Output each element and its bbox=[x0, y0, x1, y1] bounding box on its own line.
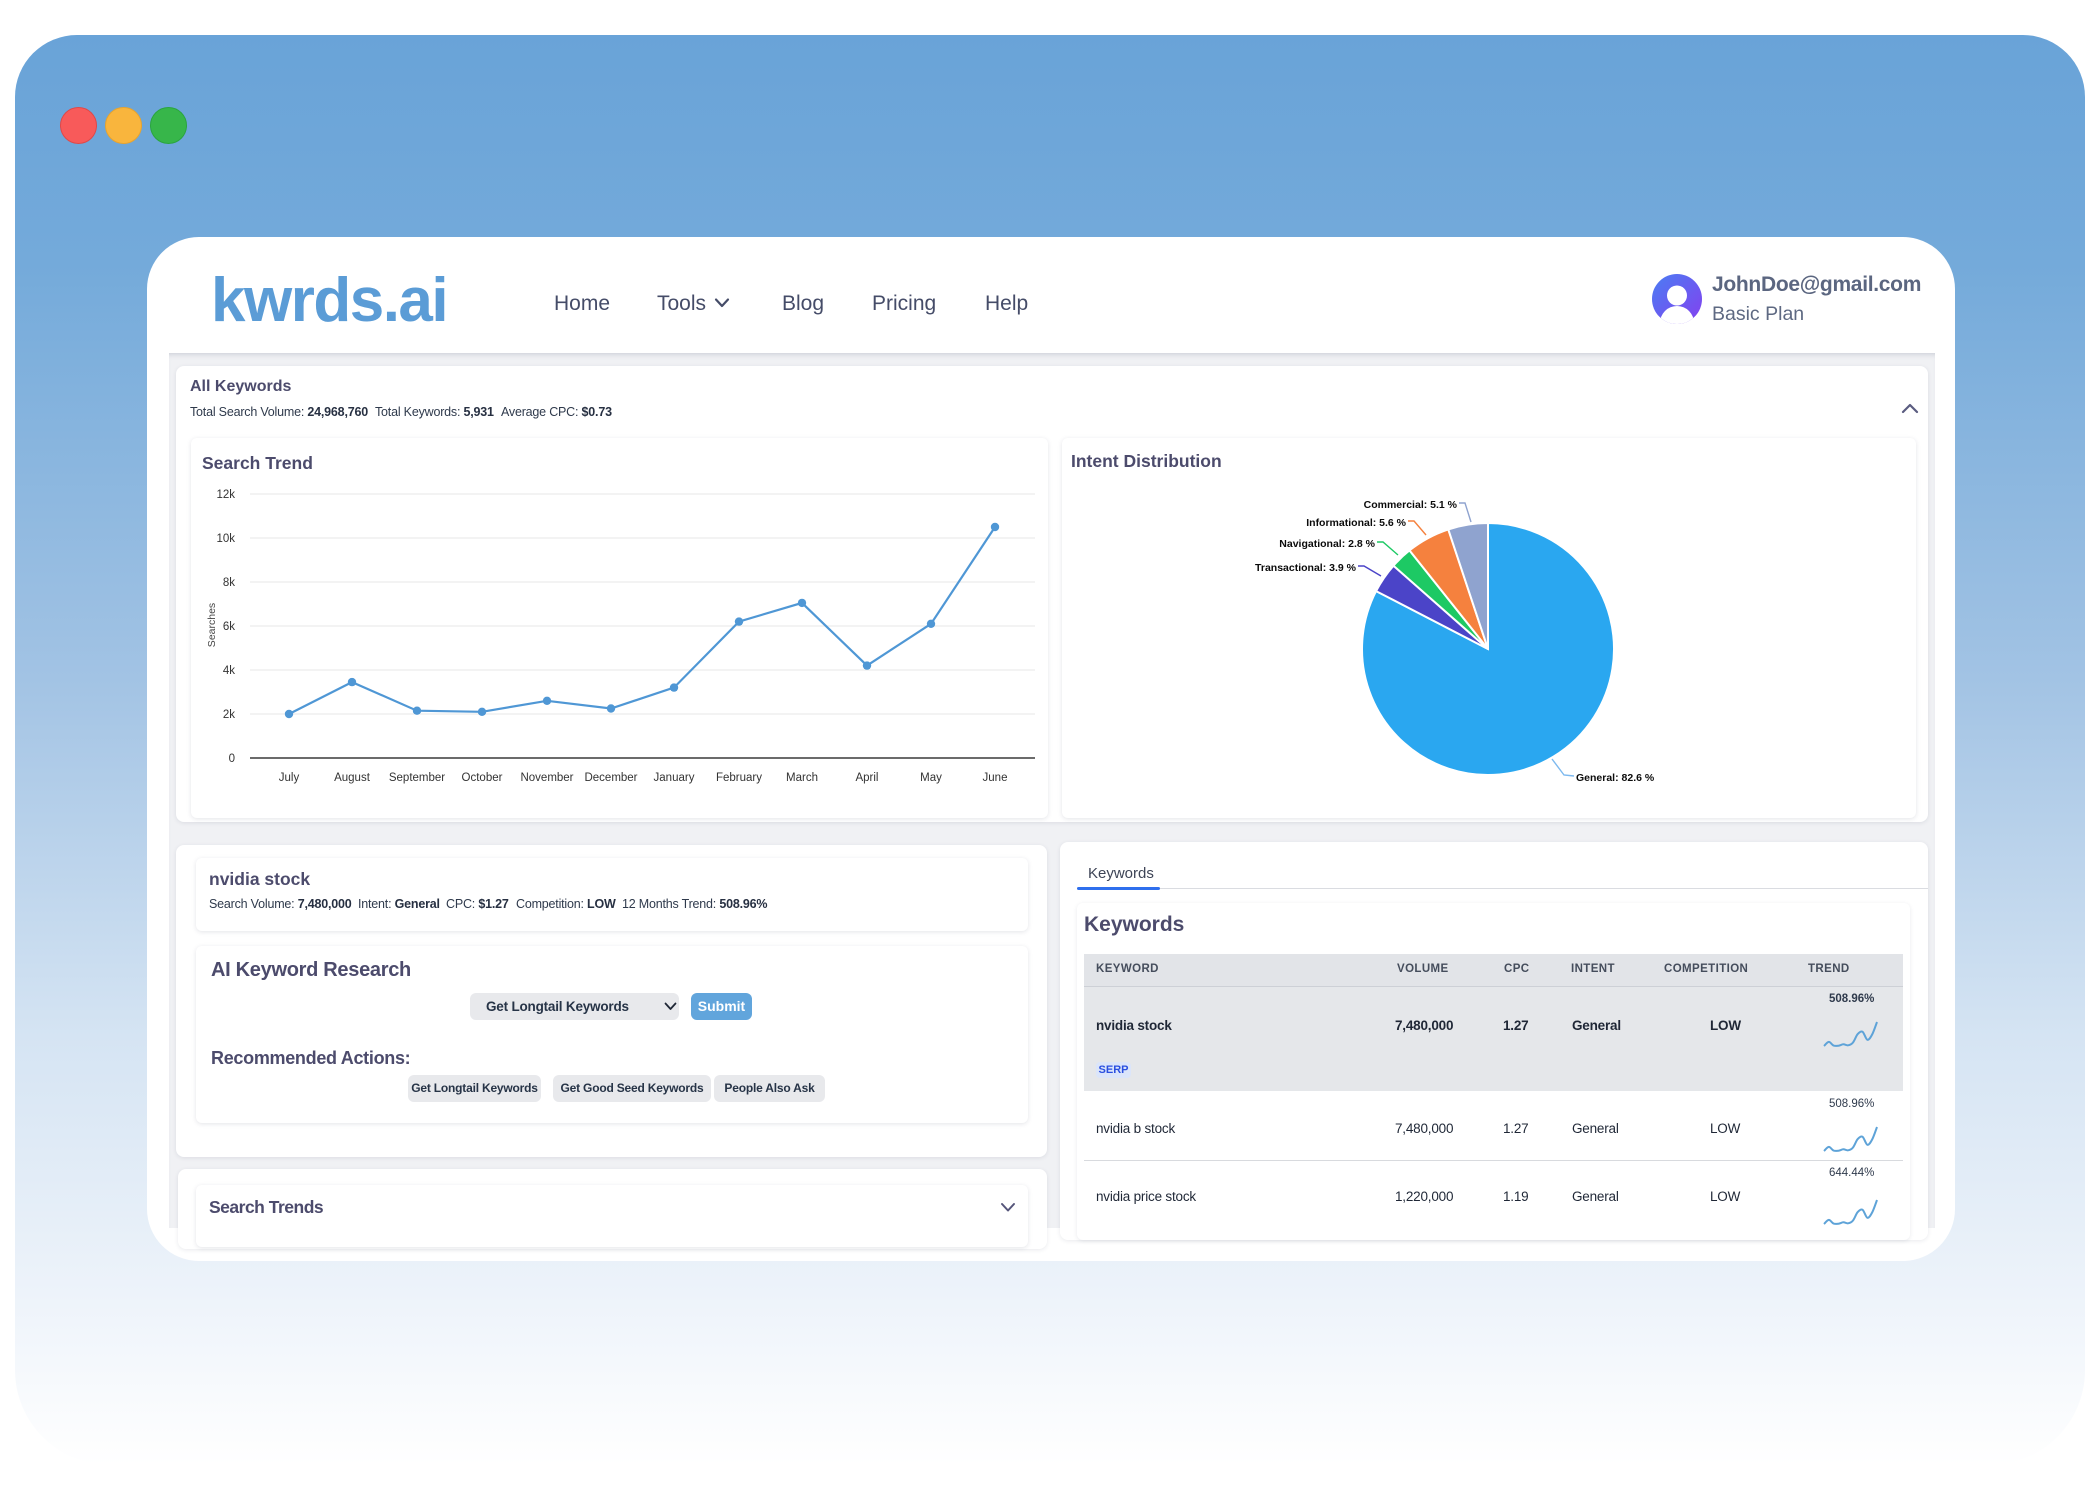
svg-text:March: March bbox=[786, 772, 818, 784]
svg-text:General: 82.6 %: General: 82.6 % bbox=[1576, 772, 1655, 784]
svg-text:Commercial: 5.1 %: Commercial: 5.1 % bbox=[1364, 499, 1458, 511]
svg-text:August: August bbox=[334, 772, 371, 784]
svg-text:Transactional: 3.9 %: Transactional: 3.9 % bbox=[1255, 562, 1357, 574]
svg-text:November: November bbox=[520, 772, 573, 784]
svg-text:September: September bbox=[389, 772, 445, 784]
svg-text:July: July bbox=[279, 772, 300, 784]
svg-text:4k: 4k bbox=[223, 665, 235, 677]
svg-text:10k: 10k bbox=[216, 533, 235, 545]
svg-text:2k: 2k bbox=[223, 709, 235, 721]
svg-text:8k: 8k bbox=[223, 577, 235, 589]
svg-text:Searches: Searches bbox=[206, 603, 218, 647]
svg-text:12k: 12k bbox=[216, 489, 235, 501]
svg-text:December: December bbox=[584, 772, 637, 784]
svg-text:June: June bbox=[983, 772, 1008, 784]
svg-text:6k: 6k bbox=[223, 621, 235, 633]
svg-text:October: October bbox=[462, 772, 503, 784]
svg-text:Informational: 5.6 %: Informational: 5.6 % bbox=[1306, 517, 1406, 529]
svg-text:April: April bbox=[855, 772, 878, 784]
svg-text:May: May bbox=[920, 772, 942, 784]
svg-text:Navigational: 2.8 %: Navigational: 2.8 % bbox=[1279, 538, 1375, 550]
svg-text:February: February bbox=[716, 772, 762, 784]
svg-text:January: January bbox=[654, 772, 695, 784]
svg-text:0: 0 bbox=[229, 753, 235, 765]
